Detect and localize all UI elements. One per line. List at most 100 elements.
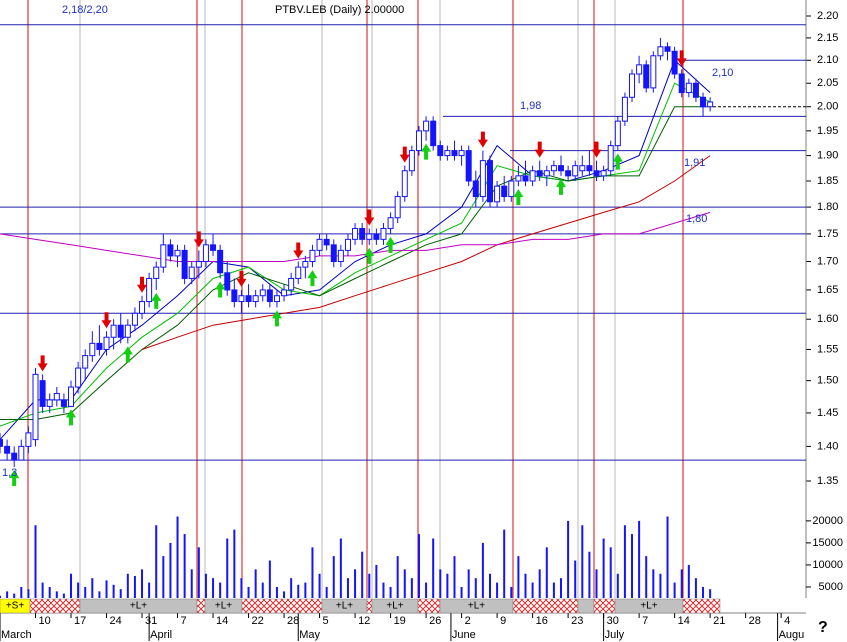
candle-body [323,238,330,246]
candle-body [430,120,437,147]
candle-body [146,277,153,303]
candle-body [103,336,110,350]
signal-segment [682,598,721,614]
candle-body [515,175,522,182]
candle-body [46,399,53,407]
candle-body [202,244,209,262]
candle-body [75,367,82,388]
y-tick-label: 1.40 [817,440,838,452]
x-tick-label: 14 [678,615,690,627]
y-tick-label: 1.75 [817,228,838,240]
candle-body [394,196,401,219]
candle-body [60,399,67,407]
candle-body [245,295,252,303]
candle-body [543,170,550,177]
candle-body [479,160,486,198]
sell-arrow [676,50,687,67]
candle-body [337,249,344,262]
x-tick-label: 5 [323,615,329,627]
candle-body [330,244,337,262]
candle-body [707,101,714,108]
month-label: June [452,629,476,641]
candle-body [614,120,621,147]
candle-body [4,445,11,454]
signal-segment [417,598,441,614]
month-label: July [605,629,625,641]
candle-body [68,386,75,407]
signal-segment [29,598,81,614]
candle-body [671,50,678,75]
y-tick-label: 2.00 [817,101,838,113]
signal-segment [366,598,373,614]
x-tick-label: 22 [252,615,264,627]
candle-body [387,217,394,229]
sell-arrow [193,231,204,248]
candle-body [565,170,572,177]
sell-arrow [101,312,112,329]
signal-segment [196,598,206,614]
month-label: March [1,629,32,641]
buy-arrow [271,310,282,327]
y-tick-label: 1.80 [817,201,838,213]
candle-body [259,289,266,297]
candle-body [486,160,493,203]
annotation: 1,80 [686,213,707,225]
signal-label: +L+ [130,601,147,612]
candle-body [558,165,565,172]
sell-arrow [37,355,48,372]
sell-arrow [364,209,375,226]
y-tick-label: 1.90 [817,149,838,161]
candle-body [281,289,288,297]
annotation: 1,98 [520,100,541,112]
candle-body [650,55,657,89]
candle-body [437,145,444,157]
y-tick-label: 1.60 [817,313,838,325]
candle-body [465,150,472,182]
buy-arrow [364,247,375,264]
month-label: April [150,629,172,641]
candle-body [586,165,593,172]
x-tick-label: 23 [571,615,583,627]
main-layer [0,37,714,598]
chart-title: PTBV.LEB (Daily) 2.00000 [275,4,404,16]
signal-segment [593,598,616,614]
y-tick-label: 2.05 [817,77,838,89]
y-tick-label: 1.65 [817,284,838,296]
candle-body [352,227,359,240]
signal-label: +L+ [336,601,353,612]
signal-label: +S+ [6,601,25,612]
annotation: 2,10 [712,67,733,79]
candle-body [423,120,430,132]
candle-body [224,272,231,291]
candle-body [160,244,167,268]
candle-body [458,150,465,157]
buy-arrow [215,281,226,298]
candle-body [210,244,217,251]
candle-body [131,312,138,326]
candle-body [501,185,508,198]
buy-arrow [421,143,432,160]
x-tick-label: 24 [110,615,122,627]
candle-body [572,165,579,177]
candle-body [366,233,373,240]
candle-body [82,355,89,369]
y-tick-label: 2.20 [817,10,838,22]
moving-average [0,59,711,440]
candle-body [266,289,273,303]
y-tick-label: 1.35 [817,475,838,487]
buy-arrow [385,236,396,253]
x-tick-label: 30 [607,615,619,627]
candle-body [664,46,671,52]
candle-body [316,238,323,251]
y-tick-label: 1.55 [817,343,838,355]
x-tick-label: 14 [216,615,228,627]
sell-arrow [293,242,304,259]
month-label: May [299,629,320,641]
volume-tick-label: 20000 [812,515,843,527]
help-icon[interactable]: ? [818,619,828,636]
candle-body [522,175,529,182]
candle-body [472,180,479,198]
candle-body [643,64,650,89]
x-tick-label: 28 [749,615,761,627]
x-tick-label: 28 [287,615,299,627]
